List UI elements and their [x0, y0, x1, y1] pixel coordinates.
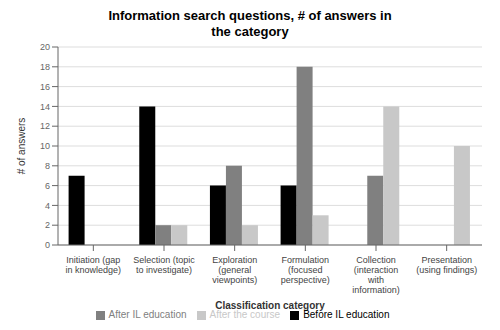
svg-text:Selection (topicto investigate: Selection (topicto investigate) [133, 255, 195, 275]
svg-text:14: 14 [40, 102, 50, 112]
svg-text:10: 10 [40, 141, 50, 151]
svg-text:Initiation (gapin knowledge): Initiation (gapin knowledge) [66, 255, 122, 275]
svg-text:18: 18 [40, 62, 50, 72]
svg-text:12: 12 [40, 121, 50, 131]
svg-text:Collection(interactionwithinfo: Collection(interactionwithinformation) [352, 255, 400, 295]
svg-text:6: 6 [45, 181, 50, 191]
svg-text:8: 8 [45, 161, 50, 171]
svg-text:16: 16 [40, 82, 50, 92]
svg-text:0: 0 [45, 240, 50, 250]
html-text:After IL education: After IL education [108, 309, 187, 320]
html-text:Information search questions,: Information search questions, # of answe… [108, 8, 392, 39]
html-text:Before IL education: Before IL education [303, 309, 390, 320]
svg-text:2: 2 [45, 220, 50, 230]
svg-text:20: 20 [40, 42, 50, 52]
svg-text:# of answers: # of answers [16, 118, 27, 175]
svg-text:Exploration(generalviewpoints): Exploration(generalviewpoints) [212, 255, 257, 285]
svg-text:Classification category: Classification category [215, 300, 325, 311]
svg-text:Presentation(using findings): Presentation(using findings) [416, 255, 477, 275]
html-text:After the course: After the course [209, 309, 281, 320]
svg-text:4: 4 [45, 201, 50, 211]
svg-text:Formulation(focusedperspective: Formulation(focusedperspective) [281, 255, 330, 285]
